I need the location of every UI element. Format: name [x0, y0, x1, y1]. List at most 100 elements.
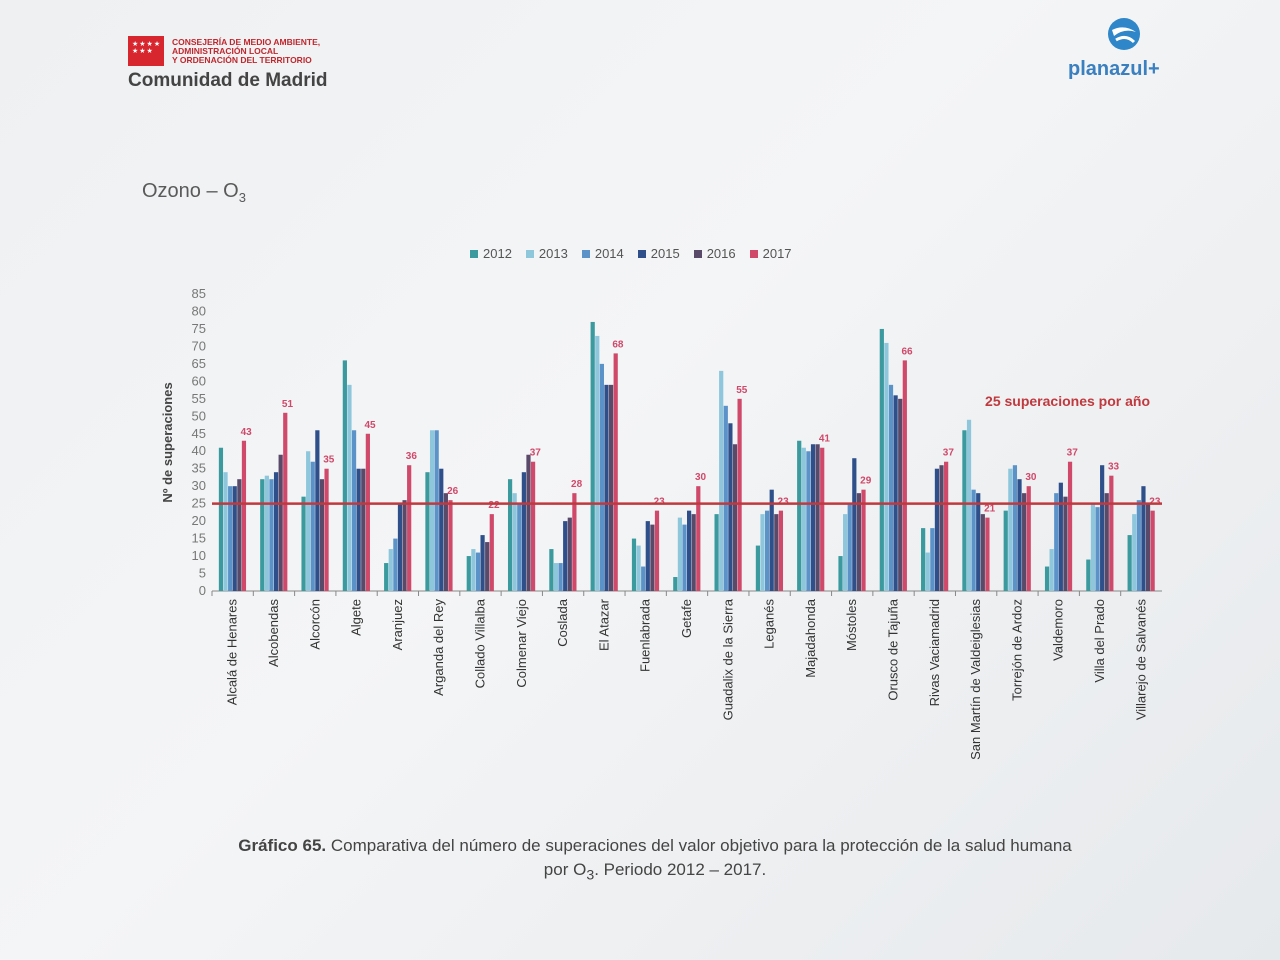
legend-swatch	[637, 249, 646, 258]
data-label-2017: 36	[406, 451, 418, 462]
bar-2013	[471, 549, 476, 591]
x-category-label: Colmenar Viejo	[514, 599, 529, 688]
bar-2017	[572, 493, 577, 591]
bar-2017	[654, 510, 660, 591]
bar-2012	[1127, 535, 1132, 591]
bar-2013	[347, 384, 352, 591]
y-tick-label: 50	[192, 408, 206, 423]
y-tick-label: 20	[192, 513, 206, 528]
bar-2016	[732, 444, 738, 591]
data-label-2017: 68	[612, 339, 624, 350]
bar-2017	[944, 461, 949, 591]
bar-2017	[861, 489, 866, 591]
y-tick-label: 45	[192, 426, 206, 441]
legend-swatch	[693, 249, 702, 258]
y-tick-label: 80	[192, 303, 206, 318]
bar-2016	[608, 384, 614, 591]
madrid-flag-logo: ★★★★ ★★★	[128, 36, 164, 66]
bar-2016	[691, 514, 696, 591]
y-tick-label: 15	[192, 531, 206, 546]
bar-2012	[342, 360, 347, 591]
y-tick-label: 5	[199, 566, 206, 581]
planazul-logo: planazul+	[1068, 14, 1188, 84]
y-tick-label: 75	[192, 321, 206, 336]
y-tick-label: 35	[192, 461, 206, 476]
bar-2012	[301, 496, 306, 591]
bar-2016	[402, 500, 407, 591]
bar-2014	[558, 563, 563, 591]
bar-2016	[485, 542, 490, 591]
bar-2013	[595, 335, 600, 591]
x-category-label: Aranjuez	[390, 599, 405, 650]
legend-item-2017: 2017	[749, 246, 792, 261]
caption-line-2: por O3. Periodo 2012 – 2017.	[140, 858, 1170, 887]
bar-2012	[1003, 510, 1008, 591]
y-tick-label: 55	[192, 391, 206, 406]
bar-2016	[361, 468, 366, 591]
y-tick-label: 0	[199, 583, 206, 598]
bar-2012	[1086, 559, 1091, 591]
bar-2017	[283, 412, 288, 591]
bar-2013	[512, 493, 517, 591]
section-title: Ozono – O3	[142, 180, 246, 205]
bar-2014	[599, 363, 604, 591]
x-category-label: Guadalix de la Sierra	[720, 598, 735, 720]
bar-2014	[475, 552, 481, 591]
bar-2013	[760, 514, 765, 591]
x-category-label: Villa del Prado	[1092, 599, 1107, 683]
bar-2012	[1044, 566, 1050, 591]
caption-text-2-pre: por O	[543, 860, 587, 879]
bar-2013	[388, 549, 393, 591]
bar-2014	[765, 510, 770, 591]
bar-2015	[315, 430, 320, 591]
data-label-2017: 29	[860, 476, 872, 487]
bar-2013	[925, 552, 930, 591]
bar-2015	[934, 468, 940, 591]
bar-2013	[1090, 503, 1096, 591]
bar-2015	[439, 468, 444, 591]
legend-item-2012: 2012	[470, 246, 512, 261]
bar-2015	[645, 521, 650, 591]
data-label-2017: 37	[943, 448, 955, 459]
bar-2012	[673, 577, 678, 591]
legend-label: 2016	[706, 246, 736, 261]
bar-2013	[636, 545, 641, 591]
bar-2016	[980, 514, 985, 591]
bar-2014	[682, 524, 687, 591]
legend-label: 2013	[538, 246, 568, 261]
chart-legend: 2012 2013 2014 2015 2016 2017	[470, 246, 792, 261]
bar-2014	[269, 479, 274, 591]
data-label-2017: 30	[695, 472, 707, 483]
bar-2014	[723, 405, 728, 591]
bar-2013	[677, 517, 682, 591]
y-axis-label: Nº de superaciones	[160, 382, 175, 502]
bar-2012	[797, 440, 802, 591]
bar-2017	[985, 517, 990, 591]
bar-2015	[604, 384, 609, 591]
bar-2017	[613, 353, 618, 591]
bar-2014	[888, 384, 894, 591]
section-title-text: Ozono – O	[142, 180, 239, 202]
x-category-label: Alcalá de Henares	[225, 599, 240, 706]
bar-2015	[810, 444, 816, 591]
x-category-label: Valdemoro	[1051, 599, 1066, 661]
data-label-2017: 37	[530, 448, 542, 459]
bar-2013	[884, 342, 889, 591]
x-category-label: Algete	[349, 599, 364, 636]
bar-2013	[1008, 468, 1013, 591]
bar-2016	[774, 514, 779, 591]
bar-2017	[737, 398, 742, 591]
data-label-2017: 30	[1025, 472, 1037, 483]
x-category-label: Arganda del Rey	[431, 599, 446, 696]
x-category-label: Collado Villalba	[472, 598, 487, 688]
x-category-label: Fuenlabrada	[638, 598, 653, 672]
legend-swatch	[525, 249, 534, 258]
bar-2016	[443, 493, 448, 591]
bar-2012	[218, 447, 224, 591]
bar-2016	[1104, 493, 1109, 591]
y-tick-label: 30	[192, 478, 206, 493]
bar-2015	[563, 521, 568, 591]
bar-2012	[879, 328, 884, 591]
